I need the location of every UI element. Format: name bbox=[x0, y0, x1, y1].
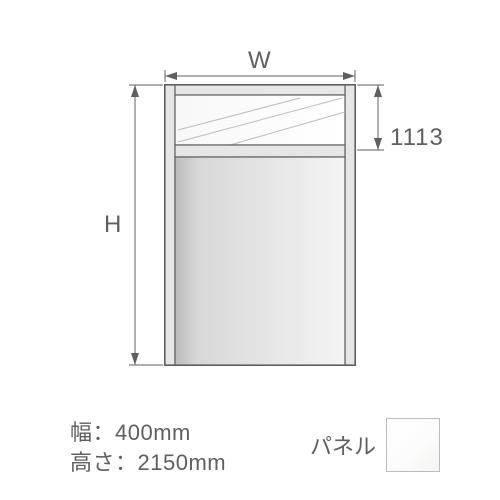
spec-height: 高さ：2150mm bbox=[70, 448, 226, 478]
dim-h-label: H bbox=[104, 211, 122, 238]
spec-block: 幅：400mm 高さ：2150mm bbox=[70, 418, 226, 477]
spec-width: 幅：400mm bbox=[70, 418, 226, 448]
spec-width-value: 400mm bbox=[115, 420, 191, 445]
spec-height-label: 高さ： bbox=[70, 450, 138, 475]
swatch-label: パネル bbox=[310, 429, 376, 461]
drawing-canvas: W H 1113 幅：400mm 高さ：2150mm パネル bbox=[0, 0, 500, 500]
swatch-group: パネル bbox=[310, 418, 440, 472]
dim-w-label: W bbox=[248, 47, 272, 74]
spec-width-label: 幅： bbox=[70, 420, 115, 445]
spec-height-value: 2150mm bbox=[138, 450, 227, 475]
panel-swatch bbox=[386, 418, 440, 472]
dim-top-label: 1113 bbox=[390, 124, 444, 151]
